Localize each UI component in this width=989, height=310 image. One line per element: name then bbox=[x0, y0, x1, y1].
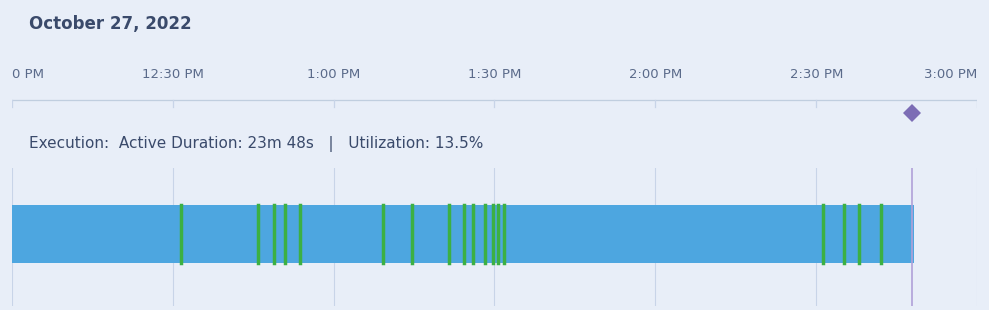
Text: 0 PM: 0 PM bbox=[12, 68, 44, 81]
Text: 1:30 PM: 1:30 PM bbox=[468, 68, 521, 81]
Text: 2:00 PM: 2:00 PM bbox=[629, 68, 682, 81]
Bar bbox=[12, 205, 915, 263]
Text: Execution:  Active Duration: 23m 48s   |   Utilization: 13.5%: Execution: Active Duration: 23m 48s | Ut… bbox=[30, 136, 484, 152]
Text: 3:00 PM: 3:00 PM bbox=[924, 68, 977, 81]
Text: 2:30 PM: 2:30 PM bbox=[789, 68, 843, 81]
Text: 12:30 PM: 12:30 PM bbox=[141, 68, 204, 81]
Text: 1:00 PM: 1:00 PM bbox=[307, 68, 360, 81]
Text: October 27, 2022: October 27, 2022 bbox=[30, 15, 192, 33]
